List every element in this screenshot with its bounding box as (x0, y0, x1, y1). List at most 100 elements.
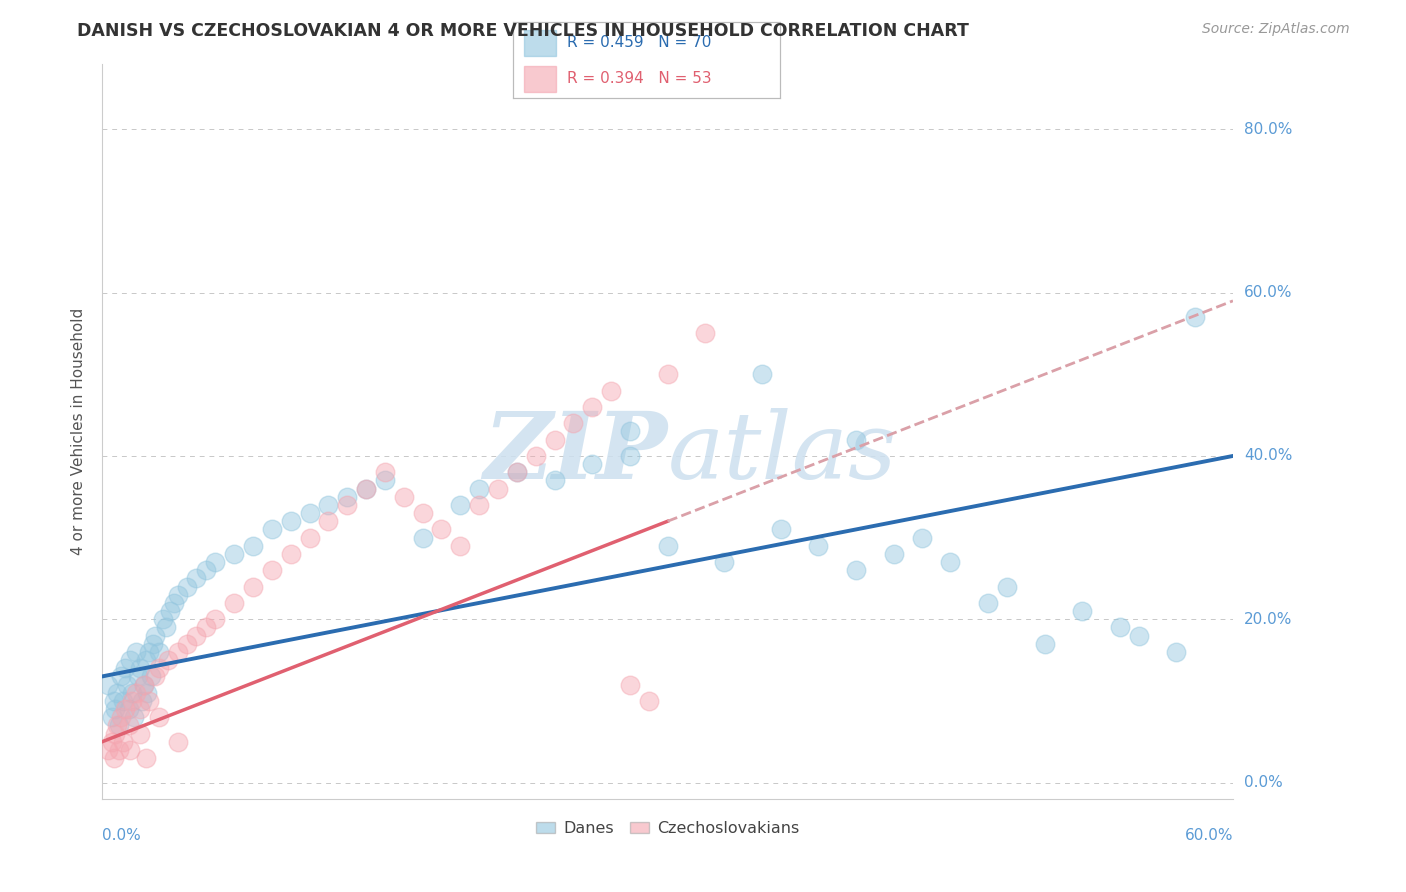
Text: 80.0%: 80.0% (1244, 122, 1292, 136)
Point (121, 694, 143, 708)
Point (121, 686, 143, 700)
Point (1166, 645, 1188, 659)
Point (129, 661, 152, 675)
Point (374, 474, 396, 488)
Point (120, 743, 142, 757)
Point (155, 620, 177, 634)
Point (176, 637, 198, 651)
Text: R = 0.394   N = 53: R = 0.394 N = 53 (567, 70, 711, 86)
Point (298, 531, 321, 545)
Point (141, 669, 163, 683)
Text: atlas: atlas (668, 409, 897, 499)
Point (713, 555, 735, 569)
Point (129, 726, 152, 740)
Point (129, 702, 152, 716)
Point (449, 539, 471, 553)
Point (152, 612, 174, 626)
Point (751, 368, 773, 382)
Point (125, 645, 148, 659)
Point (108, 743, 131, 757)
Point (506, 465, 529, 479)
Point (374, 465, 396, 479)
Point (543, 433, 565, 447)
Point (105, 718, 128, 732)
Point (581, 457, 603, 471)
Y-axis label: 4 or more Vehicles in Household: 4 or more Vehicles in Household (72, 308, 86, 555)
Point (581, 400, 603, 414)
Point (100, 734, 122, 748)
Point (204, 555, 226, 569)
Point (103, 694, 125, 708)
Point (103, 751, 125, 765)
Point (977, 596, 1000, 610)
Point (224, 547, 246, 561)
Point (135, 653, 157, 667)
Point (115, 677, 138, 691)
Point (117, 702, 139, 716)
Point (110, 710, 132, 724)
Point (1184, 310, 1206, 325)
Point (354, 482, 377, 496)
Point (104, 726, 127, 740)
Point (117, 718, 139, 732)
Point (138, 694, 160, 708)
Point (122, 710, 145, 724)
Point (120, 653, 142, 667)
Point (114, 702, 136, 716)
Point (194, 563, 217, 577)
Text: 0.0%: 0.0% (1244, 775, 1282, 790)
Point (657, 368, 679, 382)
Point (1109, 620, 1132, 634)
Point (105, 686, 128, 700)
Point (166, 588, 188, 602)
Text: 60.0%: 60.0% (1244, 285, 1292, 301)
Point (280, 514, 302, 528)
Point (807, 539, 830, 553)
Point (298, 506, 321, 520)
Point (769, 523, 792, 537)
Point (1033, 637, 1056, 651)
Text: 20.0%: 20.0% (1244, 612, 1292, 627)
Point (157, 653, 180, 667)
Point (412, 531, 434, 545)
Point (186, 629, 208, 643)
Point (97, 677, 120, 691)
Point (600, 384, 623, 398)
Point (911, 531, 934, 545)
Point (524, 449, 547, 463)
Point (143, 629, 166, 643)
Text: 0.0%: 0.0% (103, 829, 141, 843)
Point (336, 498, 359, 512)
Point (132, 677, 155, 691)
Point (142, 637, 165, 651)
Point (939, 555, 962, 569)
FancyBboxPatch shape (524, 65, 555, 92)
Point (619, 677, 641, 691)
Text: DANISH VS CZECHOSLOVAKIAN 4 OR MORE VEHICLES IN HOUSEHOLD CORRELATION CHART: DANISH VS CZECHOSLOVAKIAN 4 OR MORE VEHI… (77, 22, 969, 40)
Point (995, 580, 1018, 594)
Point (430, 523, 453, 537)
Point (114, 661, 136, 675)
Point (104, 702, 127, 716)
Point (486, 482, 509, 496)
FancyBboxPatch shape (524, 30, 555, 56)
Point (506, 465, 529, 479)
Point (224, 596, 246, 610)
Point (468, 498, 491, 512)
Point (392, 490, 415, 504)
Point (318, 514, 340, 528)
Legend: Danes, Czechoslovakians: Danes, Czechoslovakians (530, 814, 806, 842)
Point (100, 710, 122, 724)
Point (260, 523, 283, 537)
Point (845, 433, 868, 447)
Point (657, 539, 679, 553)
Point (354, 482, 377, 496)
Point (132, 677, 155, 691)
Text: Source: ZipAtlas.com: Source: ZipAtlas.com (1202, 22, 1350, 37)
Text: 40.0%: 40.0% (1244, 449, 1292, 464)
Point (125, 686, 148, 700)
Point (186, 571, 208, 585)
Point (148, 645, 170, 659)
Point (468, 482, 491, 496)
Point (138, 645, 160, 659)
